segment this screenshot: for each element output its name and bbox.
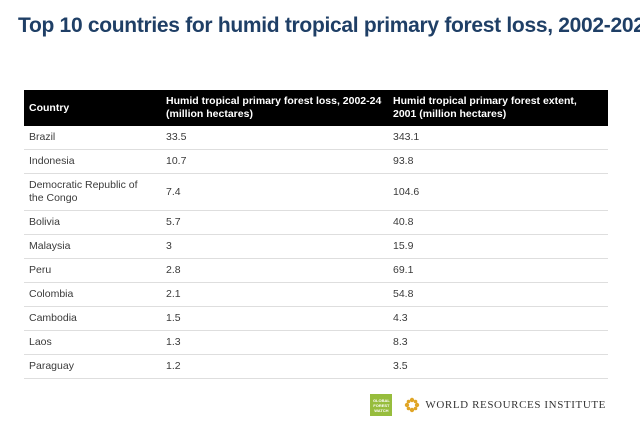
- cell-loss: 5.7: [161, 210, 388, 235]
- cell-country: Bolivia: [24, 210, 161, 235]
- cell-loss: 1.2: [161, 354, 388, 379]
- table-row: Malaysia 3 15.9: [24, 234, 608, 259]
- cell-loss: 2.1: [161, 282, 388, 307]
- cell-extent: 40.8: [388, 210, 608, 235]
- page-title: Top 10 countries for humid tropical prim…: [18, 14, 640, 37]
- cell-loss: 1.5: [161, 306, 388, 331]
- cell-country: Brazil: [24, 126, 161, 150]
- gfw-logo-line: GLOBAL: [372, 397, 390, 403]
- cell-country: Colombia: [24, 282, 161, 307]
- table-row: Paraguay 1.2 3.5: [24, 354, 608, 379]
- cell-loss: 2.8: [161, 258, 388, 283]
- cell-extent: 15.9: [388, 234, 608, 259]
- cell-country: Democratic Republic of the Congo: [24, 173, 161, 211]
- table-row: Laos 1.3 8.3: [24, 330, 608, 355]
- cell-country: Laos: [24, 330, 161, 355]
- footer-logos: GLOBAL FOREST WATCH WORLD RESOURCES INST…: [370, 394, 606, 416]
- cell-country: Paraguay: [24, 354, 161, 379]
- table-header-row: Country Humid tropical primary forest lo…: [24, 90, 608, 126]
- cell-loss: 3: [161, 234, 388, 259]
- cell-country: Indonesia: [24, 149, 161, 174]
- cell-loss: 33.5: [161, 126, 388, 150]
- cell-loss: 7.4: [161, 173, 388, 211]
- column-header-country: Country: [24, 90, 161, 126]
- table-row: Democratic Republic of the Congo 7.4 104.6: [24, 173, 608, 211]
- table-row: Brazil 33.5 343.1: [24, 126, 608, 150]
- wri-flower-icon: [405, 397, 420, 413]
- cell-extent: 93.8: [388, 149, 608, 174]
- wri-logo: WORLD RESOURCES INSTITUTE: [404, 397, 606, 413]
- table-row: Peru 2.8 69.1: [24, 258, 608, 283]
- gfw-logo-line: WATCH: [374, 407, 389, 413]
- cell-extent: 69.1: [388, 258, 608, 283]
- cell-extent: 4.3: [388, 306, 608, 331]
- cell-country: Malaysia: [24, 234, 161, 259]
- cell-extent: 104.6: [388, 173, 608, 211]
- column-header-loss: Humid tropical primary forest loss, 2002…: [161, 90, 388, 126]
- cell-extent: 3.5: [388, 354, 608, 379]
- cell-loss: 1.3: [161, 330, 388, 355]
- cell-loss: 10.7: [161, 149, 388, 174]
- forest-loss-table: Country Humid tropical primary forest lo…: [24, 90, 608, 379]
- table-row: Indonesia 10.7 93.8: [24, 149, 608, 174]
- gfw-logo-line: FOREST: [373, 402, 390, 408]
- column-header-extent: Humid tropical primary forest extent, 20…: [388, 90, 608, 126]
- table-body: Brazil 33.5 343.1 Indonesia 10.7 93.8 Democrat…: [24, 126, 608, 379]
- cell-extent: 54.8: [388, 282, 608, 307]
- table-row: Bolivia 5.7 40.8: [24, 210, 608, 235]
- gfw-logo-icon: GLOBAL FOREST WATCH: [370, 394, 393, 416]
- cell-extent: 343.1: [388, 126, 608, 150]
- table-row: Colombia 2.1 54.8: [24, 282, 608, 307]
- cell-extent: 8.3: [388, 330, 608, 355]
- cell-country: Peru: [24, 258, 161, 283]
- table-row: Cambodia 1.5 4.3: [24, 306, 608, 331]
- cell-country: Cambodia: [24, 306, 161, 331]
- wri-name: WORLD RESOURCES INSTITUTE: [425, 399, 606, 411]
